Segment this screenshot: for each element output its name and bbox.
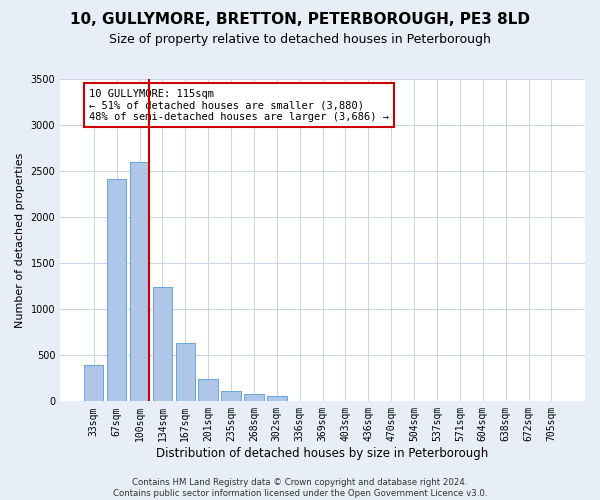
Text: Size of property relative to detached houses in Peterborough: Size of property relative to detached ho… (109, 32, 491, 46)
Bar (107, 180, 127, 402)
Bar (244, 394, 263, 402)
Bar (221, 391, 241, 402)
Y-axis label: Number of detached properties: Number of detached properties (15, 152, 25, 328)
Bar (199, 379, 218, 402)
Bar (152, 287, 172, 402)
Text: 10, GULLYMORE, BRETTON, PETERBOROUGH, PE3 8LD: 10, GULLYMORE, BRETTON, PETERBOROUGH, PE… (70, 12, 530, 28)
Text: Contains HM Land Registry data © Crown copyright and database right 2024.
Contai: Contains HM Land Registry data © Crown c… (113, 478, 487, 498)
Bar (130, 162, 149, 402)
Text: 10 GULLYMORE: 115sqm
← 51% of detached houses are smaller (3,880)
48% of semi-de: 10 GULLYMORE: 115sqm ← 51% of detached h… (89, 88, 389, 122)
Bar (84, 366, 103, 402)
X-axis label: Distribution of detached houses by size in Peterborough: Distribution of detached houses by size … (157, 447, 489, 460)
Bar (267, 396, 287, 402)
Bar (176, 344, 195, 402)
